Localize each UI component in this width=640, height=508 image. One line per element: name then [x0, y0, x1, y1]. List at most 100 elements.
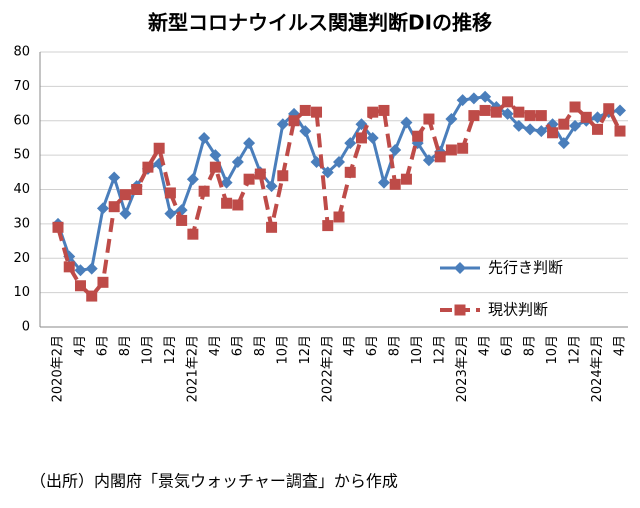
data-point	[400, 173, 412, 185]
x-tick-label: 12月	[298, 335, 313, 365]
y-tick-label: 20	[13, 251, 30, 266]
data-point	[389, 178, 401, 190]
y-tick-label: 70	[13, 79, 30, 94]
x-tick-label: 2023年2月	[455, 335, 470, 402]
x-tick-label: 6月	[230, 335, 245, 356]
data-point	[535, 110, 547, 122]
data-point	[513, 106, 525, 118]
data-point	[176, 214, 188, 226]
data-point	[502, 96, 514, 108]
x-tick-label: 2020年2月	[51, 335, 66, 402]
data-point	[85, 262, 98, 275]
data-point	[377, 176, 390, 189]
data-point	[164, 207, 177, 220]
x-tick-label: 6月	[95, 335, 110, 356]
y-tick-label: 50	[13, 148, 30, 163]
y-tick-label: 0	[22, 320, 30, 335]
x-tick-label: 10月	[275, 335, 290, 365]
data-point	[322, 220, 334, 232]
x-tick-label: 6月	[365, 335, 380, 356]
data-point	[96, 202, 109, 215]
data-point	[412, 130, 424, 142]
data-point	[603, 103, 615, 115]
data-point	[333, 211, 345, 223]
data-point	[467, 92, 480, 105]
y-tick-label: 60	[13, 113, 30, 128]
data-point	[344, 166, 356, 178]
data-point	[445, 144, 457, 156]
data-point	[378, 104, 390, 116]
data-point	[277, 170, 289, 182]
data-point	[355, 132, 367, 144]
legend-label: 現状判断	[488, 301, 548, 319]
data-point	[209, 149, 222, 162]
data-point	[592, 123, 604, 135]
chart-title: 新型コロナウイルス関連判断DIの推移	[148, 11, 492, 35]
x-tick-label: 4月	[343, 335, 358, 356]
data-point	[479, 104, 491, 116]
series-line	[56, 95, 621, 272]
data-point	[63, 261, 75, 273]
x-tick-label: 8月	[118, 335, 133, 356]
data-point	[187, 228, 199, 240]
x-tick-label: 4月	[208, 335, 223, 356]
data-point	[243, 137, 256, 150]
data-point	[232, 199, 244, 211]
x-tick-label: 10月	[140, 335, 155, 365]
data-point	[456, 94, 469, 107]
data-point	[153, 142, 165, 154]
data-point	[614, 125, 626, 137]
data-point	[535, 125, 548, 138]
data-point	[457, 142, 469, 154]
data-point	[108, 201, 120, 213]
y-tick-label: 40	[13, 182, 30, 197]
data-point	[299, 104, 311, 116]
data-point	[468, 110, 480, 122]
data-point	[254, 168, 266, 180]
data-point	[479, 90, 492, 103]
data-point	[142, 161, 154, 173]
data-point	[400, 116, 413, 129]
data-point	[186, 173, 199, 186]
x-tick-label: 2024年2月	[590, 335, 605, 402]
legend-label: 先行き判断	[488, 259, 563, 277]
x-tick-label: 10月	[410, 335, 425, 365]
data-point	[164, 187, 176, 199]
data-point	[108, 171, 121, 184]
data-point	[569, 119, 582, 132]
data-point	[265, 180, 278, 193]
x-tick-label: 8月	[253, 335, 268, 356]
data-point	[557, 137, 570, 150]
x-tick-label: 2021年2月	[185, 335, 200, 402]
data-point	[119, 207, 132, 220]
data-point	[74, 280, 86, 292]
data-point	[422, 154, 435, 167]
data-point	[198, 185, 210, 197]
data-point	[231, 156, 244, 168]
data-point	[366, 131, 379, 144]
data-point	[445, 113, 458, 126]
x-tick-label: 12月	[433, 335, 448, 365]
y-tick-label: 80	[13, 45, 30, 60]
data-point	[547, 127, 559, 139]
data-point	[276, 118, 289, 131]
data-point	[569, 101, 581, 113]
data-point	[86, 290, 98, 302]
data-point	[333, 156, 345, 168]
x-tick-label: 4月	[613, 335, 628, 356]
source-note: （出所）内閣府「景気ウォッチャー調査」から作成	[30, 472, 398, 491]
x-tick-label: 10月	[545, 335, 560, 365]
y-tick-label: 10	[13, 285, 30, 300]
data-point	[389, 143, 402, 156]
data-point	[74, 264, 87, 277]
data-point	[524, 123, 537, 136]
data-point	[311, 106, 323, 118]
x-tick-label: 12月	[568, 335, 583, 365]
x-tick-label: 4月	[73, 335, 88, 356]
data-point	[299, 125, 312, 138]
data-point	[131, 184, 143, 195]
x-tick-label: 4月	[478, 335, 493, 356]
data-point	[434, 151, 446, 163]
x-tick-label: 2022年2月	[320, 335, 335, 402]
